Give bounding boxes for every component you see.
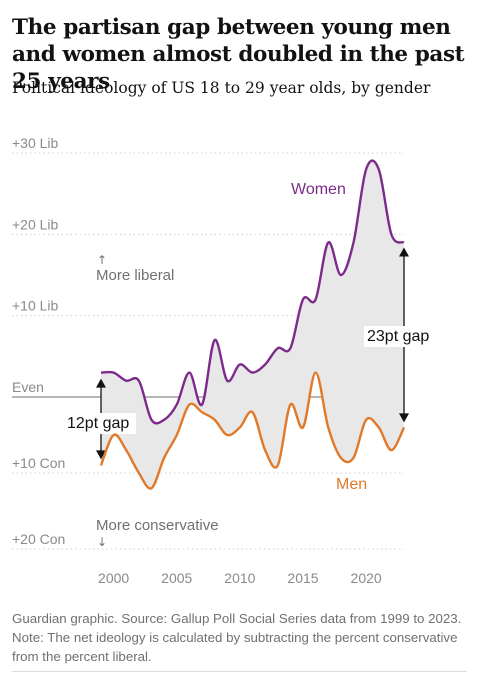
series-label-women: Women [291,181,346,198]
labels-layer: +30 Lib +20 Lib +10 Lib Even +10 Con +20 Con 2… [12,135,382,586]
x-tick-label: 2020 [351,570,382,586]
gap-arrowhead-up [96,378,106,388]
annotation-layer: 12pt gap 23pt gap [64,247,436,460]
y-tick-label: Even [12,379,44,395]
gap-arrowhead-down [399,413,409,423]
series-layer [99,159,406,490]
line-chart: 12pt gap 23pt gap +30 Lib +20 Lib +10 Lib Ev… [12,135,436,586]
y-tick-label: +20 Lib [12,216,59,232]
gap-label-1999: 12pt gap [67,415,129,432]
x-tick-label: 2000 [98,570,129,586]
women-line [100,159,405,425]
x-tick-label: 2015 [287,570,318,586]
chart-headline: The partisan gap between young men and w… [12,15,465,94]
series-label-men: Men [336,476,367,493]
more-conservative-label: More conservative [96,517,219,534]
y-tick-label: +30 Lib [12,135,59,151]
gap-label-2023: 23pt gap [367,328,429,345]
gap-label-1999-bg [64,413,136,434]
x-tick-label: 2005 [161,570,192,586]
bottom-rule [12,671,467,672]
more-liberal-label: More liberal [96,267,174,284]
gap-arrowhead-down [96,450,106,460]
gap-label-2023-bg [364,326,436,347]
men-line [99,371,406,490]
source-note: Guardian graphic. Source: Gallup Poll So… [12,611,462,664]
y-tick-label: +20 Con [12,531,65,547]
gap-arrowhead-up [399,247,409,257]
chart-subtitle: Political ideology of US 18 to 29 year o… [12,79,431,97]
up-arrow-icon: ↑ [97,253,107,267]
y-tick-label: +10 Lib [12,298,59,314]
down-arrow-icon: ↓ [97,535,107,549]
y-tick-label: +10 Con [12,455,65,471]
x-tick-label: 2010 [224,570,255,586]
